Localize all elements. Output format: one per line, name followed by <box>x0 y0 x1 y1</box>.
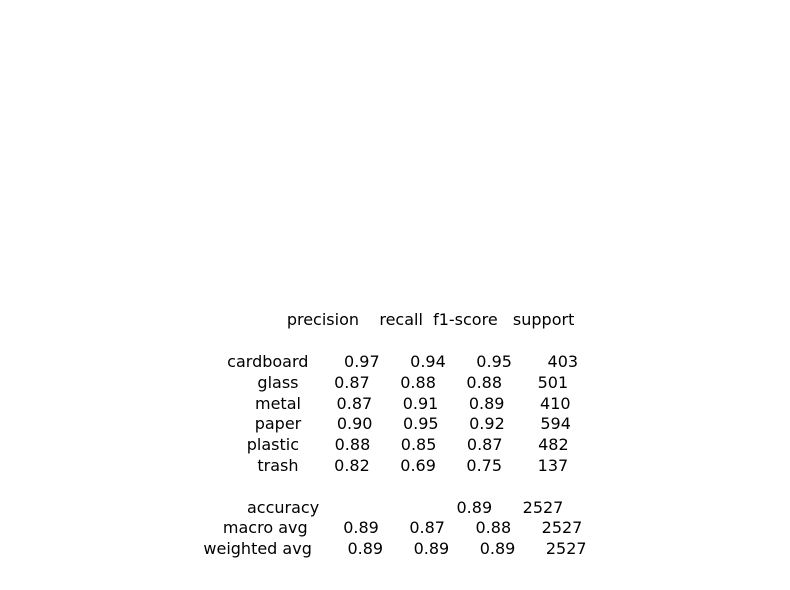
row-glass: glass 0.87 0.88 0.88 501 <box>221 373 569 392</box>
row-trash: trash 0.82 0.69 0.75 137 <box>221 456 569 475</box>
blank-row <box>0 330 790 352</box>
row-metal: metal 0.87 0.91 0.89 410 <box>219 394 571 413</box>
row-plastic: plastic 0.88 0.85 0.87 482 <box>221 435 569 454</box>
row-macro-avg: macro avg 0.89 0.87 0.88 2527 <box>207 518 583 537</box>
row-accuracy: accuracy 0.89 2527 <box>226 498 564 517</box>
row-paper: paper 0.90 0.95 0.92 594 <box>219 414 571 433</box>
blank-row <box>0 476 790 498</box>
row-weighted-avg: weighted avg 0.89 0.89 0.89 2527 <box>203 539 587 558</box>
header-row: precision recall f1-score support <box>215 310 575 329</box>
row-cardboard: cardboard 0.97 0.94 0.95 403 <box>211 352 579 371</box>
